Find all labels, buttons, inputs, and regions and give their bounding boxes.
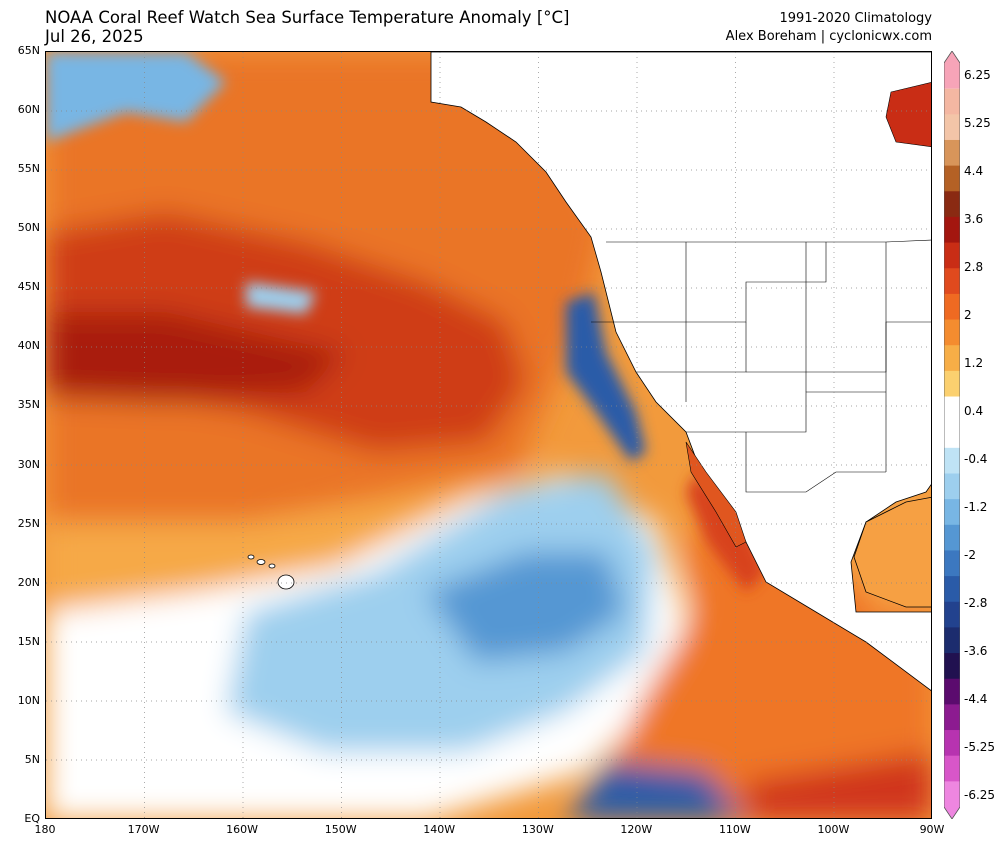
- colorbar-segment: [944, 704, 960, 731]
- colorbar-segment: [944, 755, 960, 782]
- colorbar-segment: [944, 51, 960, 89]
- colorbar-tick-label: 1.2: [964, 356, 984, 370]
- colorbar-segment: [944, 216, 960, 244]
- lon-label-130w: 130W: [521, 823, 554, 836]
- colorbar-segment: [944, 422, 960, 449]
- colorbar-segment: [944, 550, 960, 577]
- lat-label-15n: 15N: [17, 634, 40, 648]
- lat-label-35n: 35N: [17, 398, 40, 412]
- colorbar-tick-label: 4.4: [964, 164, 984, 178]
- map-date: Jul 26, 2025: [45, 27, 144, 46]
- colorbar-segment: [944, 524, 960, 551]
- colorbar-tick-label: 0.4: [964, 404, 984, 418]
- lat-label-55n: 55N: [17, 162, 40, 176]
- lon-label-180: 180: [34, 823, 56, 836]
- california-cool-upwelling: [566, 292, 646, 462]
- colorbar-tick-label: -4.4: [964, 692, 988, 706]
- colorbar-segment: [944, 576, 960, 603]
- lat-label-45n: 45N: [17, 280, 40, 294]
- lat-label-50n: 50N: [17, 221, 40, 235]
- lat-label-5n: 5N: [24, 752, 40, 766]
- colorbar-segment: [944, 447, 960, 474]
- colorbar-segment: [944, 293, 960, 321]
- colorbar-segment: [944, 114, 960, 141]
- gulf-of-california-warm: [686, 472, 766, 592]
- hudson-bay: [885, 82, 931, 148]
- colorbar-tick-label: -6.25: [964, 788, 996, 802]
- lat-label-65n: 65N: [17, 44, 40, 57]
- colorbar-segment: [944, 678, 960, 705]
- graticule: [46, 52, 931, 818]
- map-title: NOAA Coral Reef Watch Sea Surface Temper…: [45, 8, 570, 27]
- colorbar-tick-label: -2.8: [964, 596, 988, 610]
- colorbar-tick-label: 6.25: [964, 68, 991, 82]
- colorbar-segment: [944, 242, 960, 269]
- lat-label-25n: 25N: [17, 516, 40, 530]
- cool-equatorial-tongue: [567, 762, 745, 818]
- colorbar-segment: [944, 396, 960, 423]
- hawaiian-islands: [247, 554, 295, 590]
- colorbar-segment: [944, 627, 960, 654]
- lat-label-30n: 30N: [17, 457, 40, 471]
- lat-label-10n: 10N: [17, 693, 40, 707]
- colorbar-segment: [944, 165, 960, 192]
- colorbar-segment: [944, 345, 960, 372]
- lon-label-100w: 100W: [817, 823, 850, 836]
- colorbar-segment: [944, 139, 960, 167]
- colorbar-segment: [944, 191, 960, 218]
- lon-label-170w: 170W: [127, 823, 160, 836]
- gulf-of-california: [685, 441, 747, 548]
- subtropic-warm: [46, 482, 516, 612]
- lon-label-140w: 140W: [423, 823, 456, 836]
- political-borders: [591, 239, 931, 493]
- lat-label-60n: 60N: [17, 103, 40, 117]
- colorbar-segment: [944, 653, 960, 680]
- map-canvas: [46, 52, 931, 818]
- colorbar-tick-label: -0.4: [964, 452, 988, 466]
- lon-label-160w: 160W: [226, 823, 259, 836]
- credit-label: Alex Boreham | cyclonicwx.com: [725, 29, 932, 44]
- colorbar-tick-label: -3.6: [964, 644, 988, 658]
- colorbar-segment: [944, 781, 960, 819]
- colorbar-segment: [944, 601, 960, 628]
- warm-equatorial-patch: [746, 752, 931, 818]
- colorbar-segment: [944, 319, 960, 346]
- lon-label-110w: 110W: [718, 823, 751, 836]
- hot-core: [46, 312, 346, 402]
- colorbar-tick-label: 2.8: [964, 260, 984, 274]
- colorbar-segment: [944, 88, 960, 115]
- gulf-of-mexico: [853, 496, 931, 608]
- colorbar-tick-label: -1.2: [964, 500, 988, 514]
- lon-label-120w: 120W: [620, 823, 653, 836]
- cool-core: [426, 552, 626, 662]
- bering-cool-patch: [46, 52, 226, 142]
- colorbar-segment: [944, 370, 960, 398]
- colorbar: [944, 51, 960, 819]
- colorbar-tick-label: 2: [964, 308, 972, 322]
- colorbar-tick-label: 5.25: [964, 116, 991, 130]
- colorbar-tick-label: 3.6: [964, 212, 984, 226]
- colorbar-segment: [944, 268, 960, 295]
- colorbar-tick-label: -2: [964, 548, 976, 562]
- climatology-label: 1991-2020 Climatology: [779, 11, 932, 26]
- colorbar-tick-label: -5.25: [964, 740, 996, 754]
- lat-label-40n: 40N: [17, 339, 40, 353]
- colorbar-segment: [944, 730, 960, 757]
- lat-label-eq: EQ: [24, 812, 40, 825]
- lon-label-90w: 90W: [919, 823, 945, 836]
- colorbar-segment: [944, 499, 960, 526]
- colorbar-segment: [944, 473, 960, 500]
- lat-label-20n: 20N: [17, 575, 40, 589]
- north-pacific-cool-patch: [246, 282, 316, 314]
- lon-label-150w: 150W: [324, 823, 357, 836]
- sst-anomaly-map: [45, 51, 932, 819]
